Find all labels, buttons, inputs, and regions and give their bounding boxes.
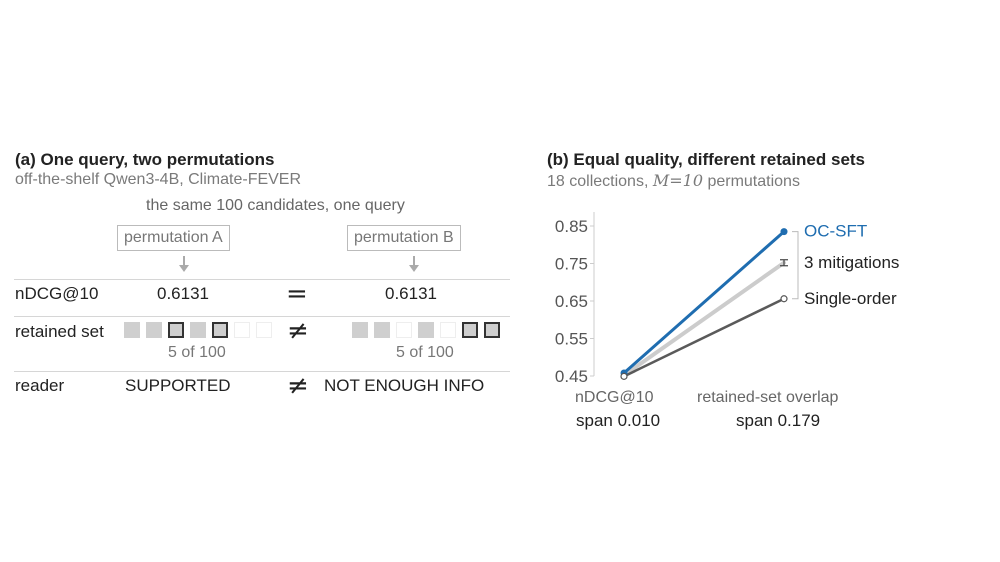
not-equal-symbol: ≠ <box>287 316 309 346</box>
y-tick-label: 0.75 <box>555 255 588 274</box>
permutation-b-arrow-shaft <box>413 256 415 265</box>
retained-set-a-squares <box>124 322 284 342</box>
series-line-oc-sft <box>622 230 786 375</box>
permutation-b-arrow-icon <box>409 265 419 272</box>
series-label-3-mitigations: 3 mitigations <box>804 253 899 272</box>
candidate-square <box>256 322 272 338</box>
quality-vs-overlap-chart: 0.45 0.55 0.65 0.75 0.85 OC-SFT 3 mitigations S… <box>555 212 899 386</box>
retained-a-count: 5 of 100 <box>168 344 226 361</box>
not-equal-symbol: ≠ <box>287 371 309 401</box>
data-point-single-order <box>620 372 628 380</box>
candidate-square <box>168 322 184 338</box>
retained-set-b-squares <box>352 322 512 342</box>
series-label-oc-sft: OC-SFT <box>804 222 867 241</box>
y-tick-label: 0.65 <box>555 292 588 311</box>
retained-set-row-label: retained set <box>15 322 104 341</box>
reader-output-b: NOT ENOUGH INFO <box>324 376 485 395</box>
series-bracket <box>792 231 799 300</box>
candidate-square <box>124 322 140 338</box>
reader-row-label: reader <box>15 376 65 395</box>
y-tick-label: 0.55 <box>555 330 588 349</box>
panel-b-subtitle: 18 collections, M=10 permutations <box>547 171 800 191</box>
x-label-ndcg: nDCG@10 <box>575 389 654 406</box>
panel-a-title: (a) One query, two permutations <box>15 150 275 169</box>
ndcg-row-label: nDCG@10 <box>15 284 99 303</box>
series-label-single-order: Single-order <box>804 289 897 308</box>
ndcg-value-b: 0.6131 <box>385 284 437 303</box>
panel-b-title: (b) Equal quality, different retained se… <box>547 150 866 169</box>
x-label-overlap: retained-set overlap <box>697 389 839 406</box>
row-divider <box>14 316 510 317</box>
panel-a-caption: the same 100 candidates, one query <box>146 197 405 214</box>
row-divider <box>14 371 510 372</box>
data-point-oc-sft <box>780 228 788 236</box>
x-span-ndcg: span 0.010 <box>576 411 661 430</box>
x-span-overlap: span 0.179 <box>736 411 821 430</box>
reader-output-a: SUPPORTED <box>125 376 231 395</box>
data-point-single-order <box>780 295 788 303</box>
candidate-square <box>352 322 368 338</box>
candidate-square <box>212 322 228 338</box>
panel-b-subtitle-prefix: 18 collections, <box>547 173 649 190</box>
candidate-square <box>190 322 206 338</box>
series-line-single-order <box>622 297 786 378</box>
y-tick-label: 0.85 <box>555 217 588 236</box>
permutation-b-box: permutation B <box>347 225 461 251</box>
candidate-square <box>462 322 478 338</box>
y-tick-label: 0.45 <box>555 367 588 386</box>
candidate-square <box>374 322 390 338</box>
panel-b-subtitle-suffix: permutations <box>707 173 800 190</box>
row-divider <box>14 279 510 280</box>
retained-b-count: 5 of 100 <box>396 344 454 361</box>
permutation-a-arrow-icon <box>179 265 189 272</box>
permutation-a-arrow-shaft <box>183 256 185 265</box>
panel-a-subtitle: off-the-shelf Qwen3-4B, Climate-FEVER <box>15 171 302 188</box>
panel-b-subtitle-math: M=10 <box>652 171 703 190</box>
candidate-square <box>234 322 250 338</box>
candidate-square <box>396 322 412 338</box>
candidate-square <box>146 322 162 338</box>
candidate-square <box>440 322 456 338</box>
permutation-a-box: permutation A <box>117 225 230 251</box>
series-line-3-mitigations <box>622 260 786 378</box>
equals-symbol: = <box>286 279 308 309</box>
candidate-square <box>418 322 434 338</box>
ndcg-value-a: 0.6131 <box>157 284 209 303</box>
candidate-square <box>484 322 500 338</box>
